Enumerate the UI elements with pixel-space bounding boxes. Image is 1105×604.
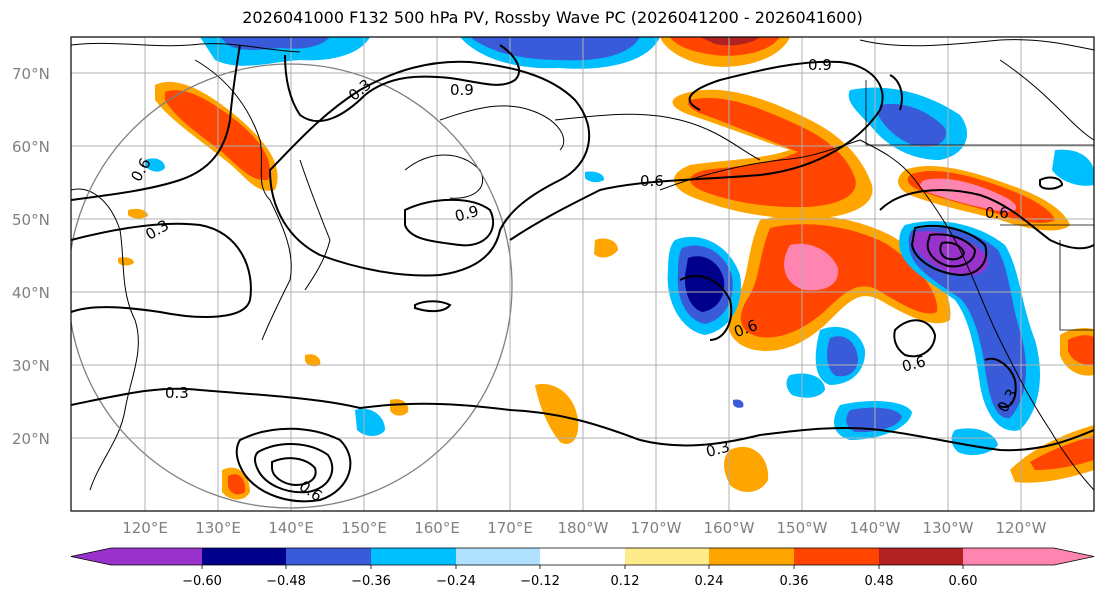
contour-label: 0.9 [450,81,474,99]
lon-label: 140°W [850,519,901,537]
lon-label: 180°W [558,519,609,537]
colorbar-segment [540,548,625,565]
colorbar-segment [286,548,371,565]
chart-title: 2026041000 F132 500 hPa PV, Rossby Wave … [242,8,863,27]
contour-label: 0.6 [985,204,1009,222]
colorbar-tick-label: −0.60 [182,574,222,589]
colorbar-tick-label: 0.60 [949,574,978,589]
political-borders [865,80,1094,331]
contour-label: 0.6 [900,352,928,376]
colorbar-tick-label: −0.12 [520,574,560,589]
lon-label: 150°W [777,519,828,537]
contour-label: 0.3 [704,437,732,461]
colorbar-segment [202,548,286,565]
latitude-labels: 70°N 60°N 50°N 40°N 30°N 20°N [12,65,50,448]
lon-label: 120°E [122,519,168,537]
lon-label: 130°W [923,519,974,537]
colorbar-extension-high [963,548,1094,565]
colorbar-outline [70,547,1095,566]
lon-label: 130°E [195,519,241,537]
colorbar-tick-label: −0.36 [351,574,391,589]
contour-label: 0.9 [453,202,481,226]
longitude-labels: 120°E 130°E 140°E 150°E 160°E 170°E 180°… [122,519,1046,537]
contour-label: 0.9 [808,56,832,74]
lon-label: 160°E [414,519,460,537]
lat-label: 60°N [12,138,50,156]
colorbar-segment [709,548,794,565]
colorbar-segment [371,548,456,565]
lon-label: 140°E [268,519,314,537]
colorbar-tick-label: −0.24 [436,574,476,589]
lon-label: 160°W [704,519,755,537]
map-frame [70,36,1095,512]
lon-label: 150°E [341,519,387,537]
colorbar-tick-label: 0.48 [865,574,894,589]
colorbar-extension-low [71,548,202,565]
lat-label: 30°N [12,357,50,375]
lon-label: 170°W [631,519,682,537]
colorbar-segment [794,548,879,565]
contour-label: 0.3 [165,384,189,402]
lat-label: 70°N [12,65,50,83]
colorbar-tick-label: 0.24 [695,574,724,589]
colorbar-segment [879,548,963,565]
shaded-anomaly-fields [118,37,1094,500]
colorbar-tick-label: 0.12 [611,574,640,589]
range-ring [71,63,513,509]
lon-label: 120°W [996,519,1047,537]
pv-contours [71,44,1094,503]
colorbar-tick-label: 0.36 [780,574,809,589]
colorbar-segment [625,548,709,565]
lat-label: 40°N [12,284,50,302]
colorbar: −0.60 −0.48 −0.36 −0.24 −0.12 0.12 0.24 0.36 0.4… [70,547,1095,589]
colorbar-tick-label: −0.48 [266,574,306,589]
lat-label: 50°N [12,211,50,229]
lat-label: 20°N [12,430,50,448]
lon-label: 170°E [487,519,533,537]
colorbar-segment [456,548,540,565]
contour-label: 0.6 [640,172,664,190]
